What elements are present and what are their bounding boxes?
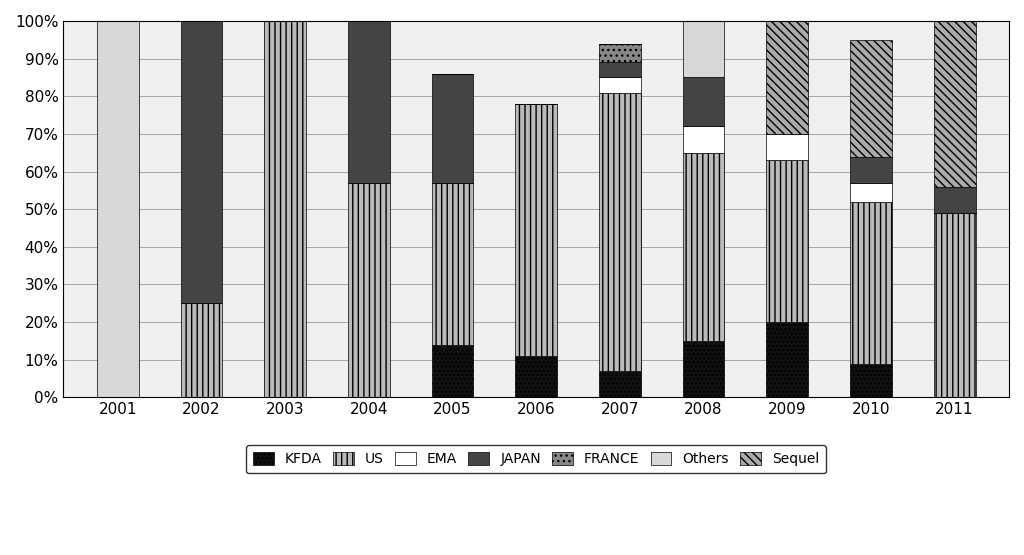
Bar (515, 356, 557, 397)
Bar (431, 183, 473, 345)
Bar (180, 304, 222, 397)
Bar (683, 127, 724, 153)
Bar (599, 44, 641, 62)
Bar (599, 93, 641, 371)
Bar (97, 21, 138, 397)
Bar (599, 62, 641, 78)
Bar (766, 322, 808, 397)
Bar (683, 341, 724, 397)
Bar (264, 21, 306, 397)
Bar (348, 183, 390, 397)
Bar (850, 40, 892, 157)
Bar (431, 345, 473, 397)
Bar (766, 160, 808, 322)
Bar (599, 371, 641, 397)
Bar (766, 21, 808, 134)
Bar (850, 183, 892, 201)
Bar (934, 186, 976, 213)
Bar (683, 78, 724, 127)
Bar (850, 364, 892, 397)
Bar (599, 78, 641, 93)
Bar (348, 21, 390, 183)
Bar (766, 134, 808, 160)
Bar (180, 21, 222, 304)
Bar (683, 153, 724, 341)
Bar (934, 21, 976, 186)
Bar (934, 213, 976, 397)
Bar (850, 157, 892, 183)
Bar (850, 201, 892, 364)
Bar (683, 21, 724, 78)
Legend: KFDA, US, EMA, JAPAN, FRANCE, Others, Sequel: KFDA, US, EMA, JAPAN, FRANCE, Others, Se… (246, 446, 826, 473)
Bar (515, 104, 557, 356)
Bar (431, 74, 473, 183)
